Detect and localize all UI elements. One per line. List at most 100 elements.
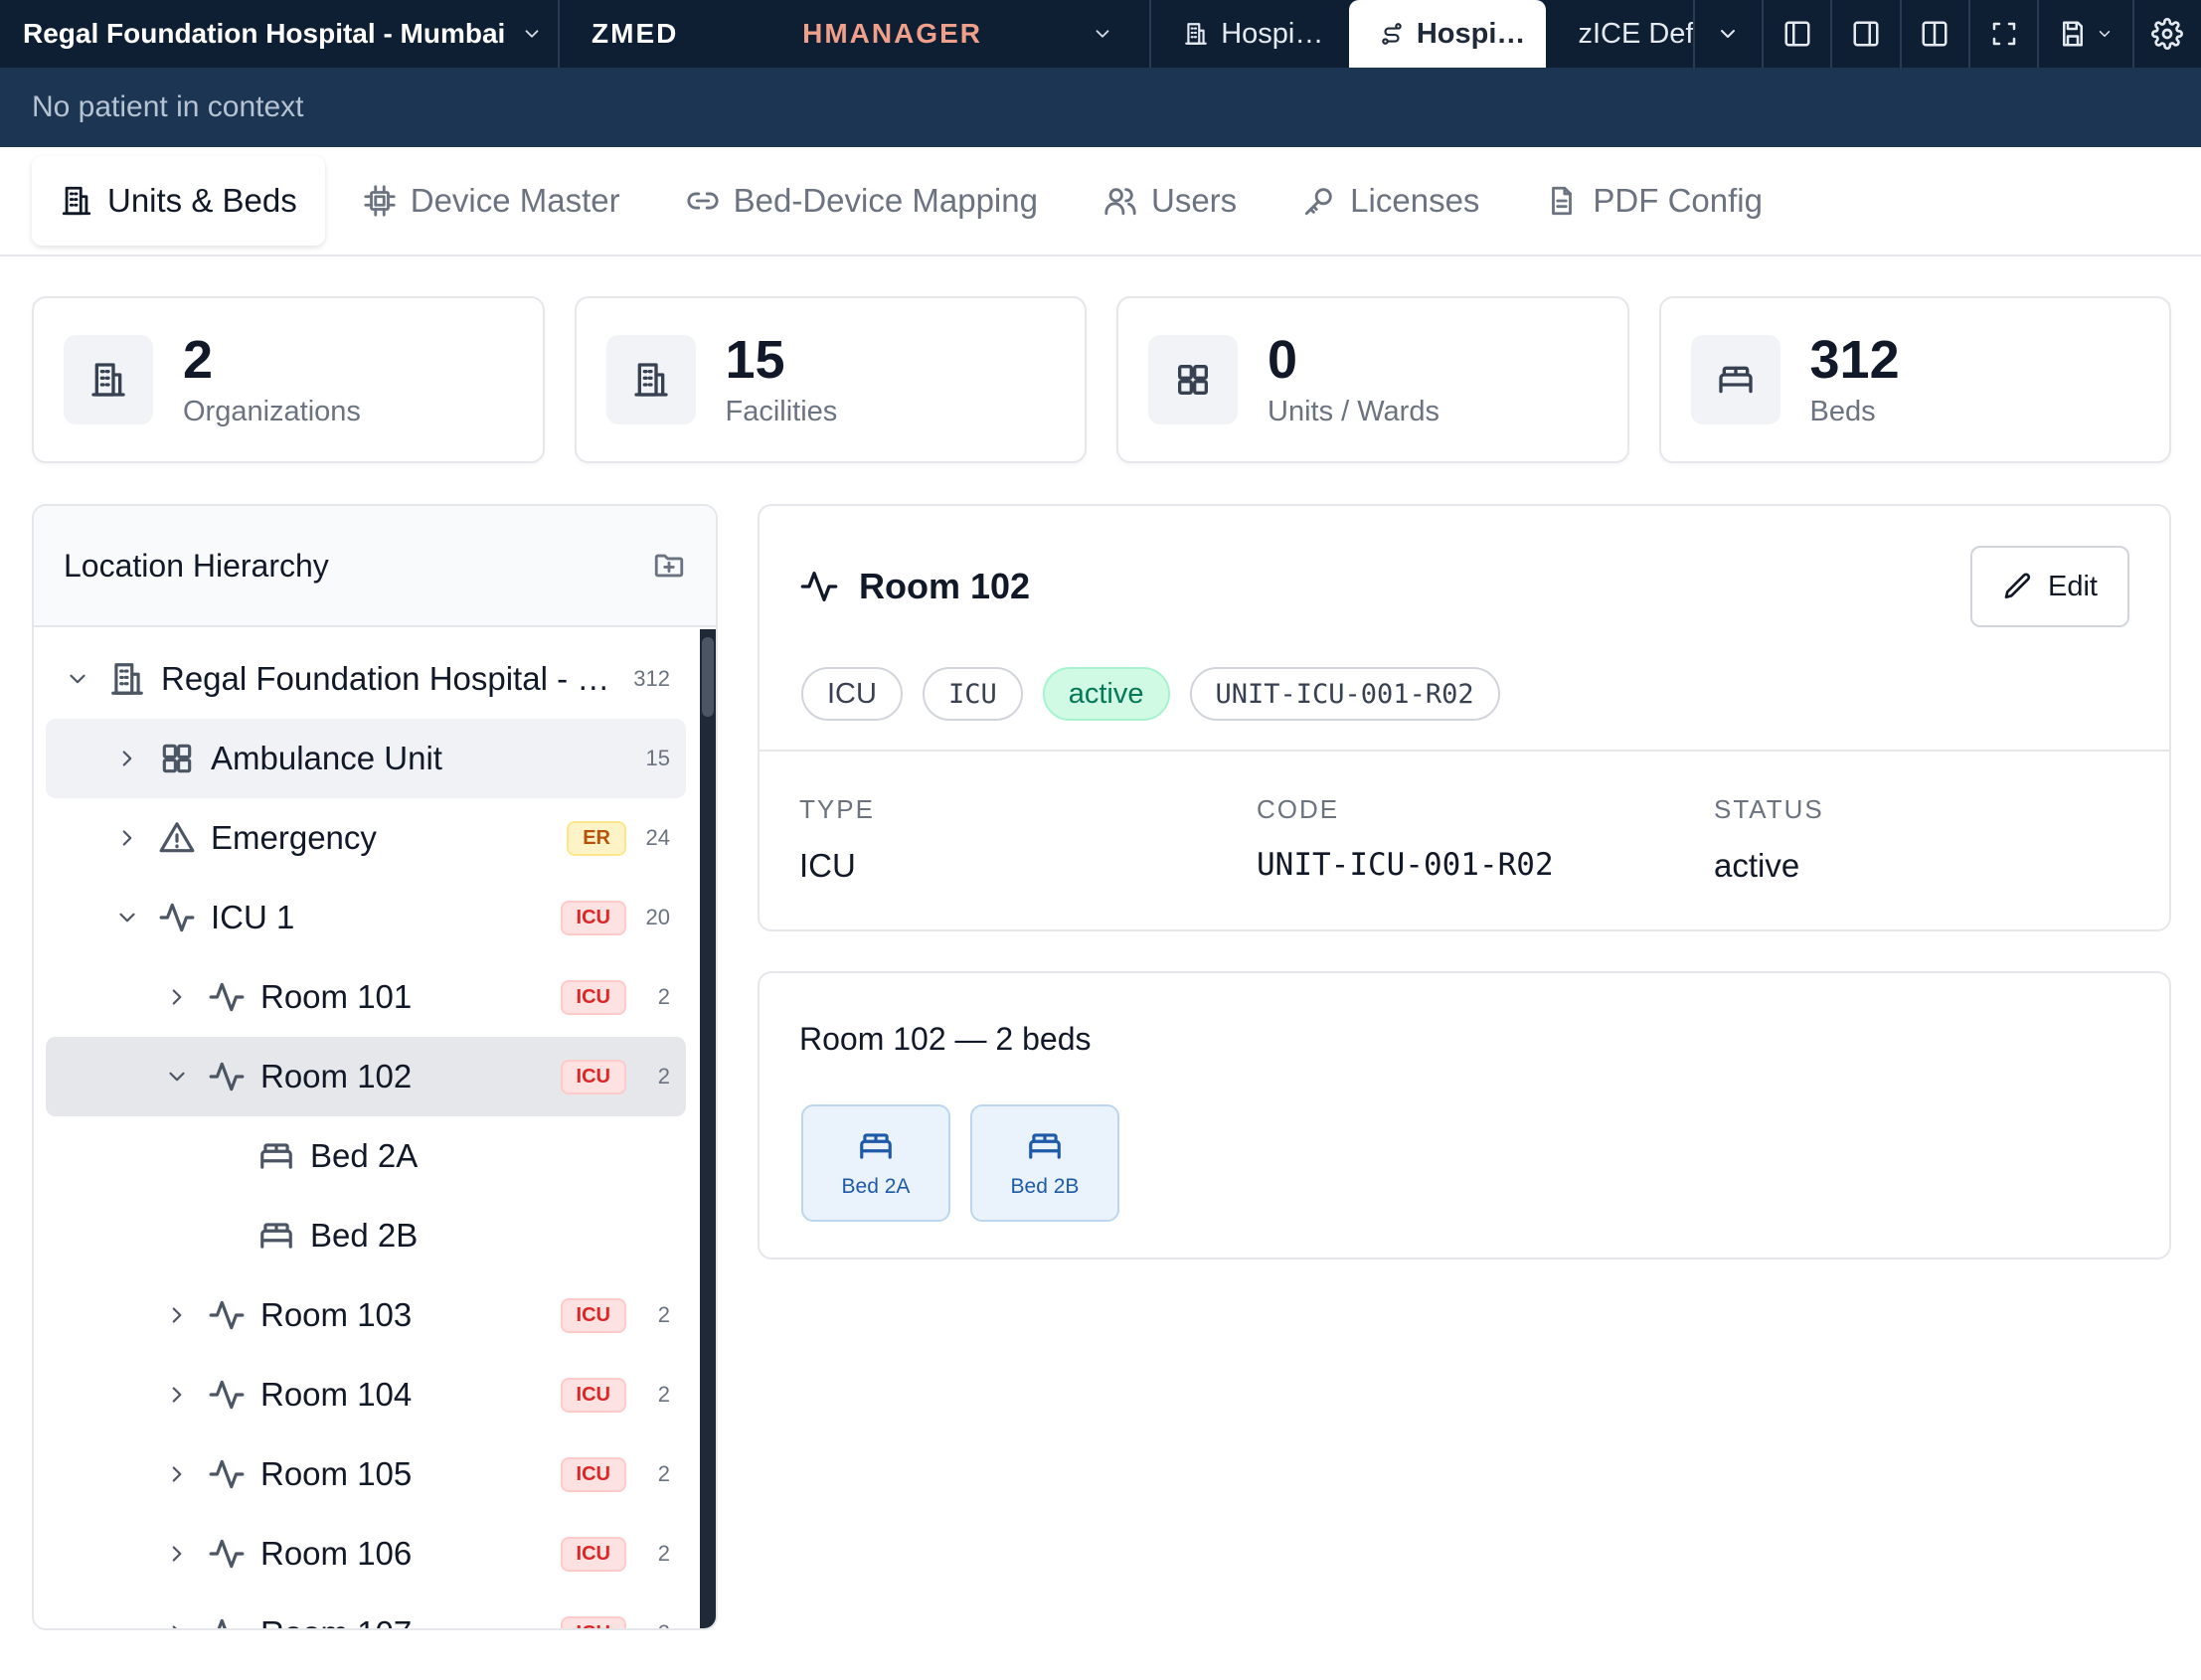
chevron-right-icon[interactable] [159,1541,195,1567]
building-icon [605,335,696,424]
tab-device-master[interactable]: Device Master [335,156,648,246]
chevron-right-icon[interactable] [159,1461,195,1487]
activity-icon [155,899,199,936]
bed-tile-2b[interactable]: Bed 2B [970,1104,1119,1222]
chevron-down-icon[interactable] [109,905,145,930]
fullscreen-button[interactable] [1968,0,2037,68]
room-tags: ICU ICU active UNIT-ICU-001-R02 [801,667,1500,721]
tree-node-icu-1[interactable]: ICU 1 ICU 20 [46,878,686,957]
columns-icon [1920,19,1949,49]
tabs-overflow-button[interactable] [1692,0,1762,68]
tab-label: Licenses [1350,182,1480,219]
stat-value: 312 [1809,329,1900,390]
tree-node-room-103[interactable]: Room 103 ICU 2 [46,1275,686,1355]
chevron-down-icon[interactable] [159,1064,195,1090]
bed-icon [254,1137,298,1175]
tree-scrollbar[interactable] [700,629,716,1628]
tree-node-room-102[interactable]: Room 102 ICU 2 [46,1037,686,1116]
window-tab-label: Hospi… [1221,17,1324,50]
left-panel-toggle[interactable] [1761,0,1830,68]
unit-type-badge: ICU [560,1536,626,1572]
users-icon [1103,184,1137,218]
tree-node-label: Room 101 [260,978,413,1015]
fullscreen-icon [1989,19,2019,49]
tree-node-ambulance-unit[interactable]: Ambulance Unit 15 [46,719,686,798]
tree-node-label: Room 103 [260,1296,413,1333]
tree-node-room-105[interactable]: Room 105 ICU 2 [46,1434,686,1514]
location-tree: Regal Foundation Hospital - Mumbai 312 A… [34,629,698,1628]
tree-node-label: Room 107 [260,1614,561,1628]
activity-icon [205,978,249,1016]
building-icon [64,335,153,424]
edit-label: Edit [2048,570,2098,602]
gear-icon [2151,18,2184,50]
summary-stats: 2 Organizations 15 Facilities 0 Units / … [32,296,2171,463]
window-tab-2[interactable]: Hospi… [1348,0,1547,68]
stat-value: 15 [725,329,785,390]
room-beds-card: Room 102 — 2 beds Bed 2A Bed 2B [758,971,2171,1260]
chevron-right-icon[interactable] [109,746,145,771]
route-icon [1379,21,1405,47]
save-icon [2058,19,2088,49]
activity-icon [205,1058,249,1095]
organization-name: Regal Foundation Hospital - Mumbai [23,18,506,49]
tree-node-room-101[interactable]: Room 101 ICU 2 [46,957,686,1037]
bed-icon [857,1127,895,1165]
field-code: CODE UNIT-ICU-001-R02 [1257,794,1554,883]
tree-node-label: Room 106 [260,1535,413,1572]
field-code-label: CODE [1257,794,1340,824]
chevron-right-icon[interactable] [159,984,195,1010]
stat-label: Units / Wards [1268,396,1439,428]
field-code-value: UNIT-ICU-001-R02 [1257,847,1554,883]
hierarchy-header: Location Hierarchy [34,506,716,627]
link-icon [686,184,720,218]
tab-users[interactable]: Users [1076,156,1265,246]
tab-pdf-config[interactable]: PDF Config [1517,156,1790,246]
split-view-toggle[interactable] [1899,0,1968,68]
unit-type-badge: ICU [560,979,626,1015]
status-chip: active [1042,667,1170,721]
tree-node-emergency[interactable]: Emergency ER 24 [46,798,686,878]
bed-tile-2a[interactable]: Bed 2A [801,1104,950,1222]
unit-type-badge: ICU [560,900,626,935]
scrollbar-thumb[interactable] [702,637,714,717]
activity-icon [205,1296,249,1334]
chevron-down-icon[interactable] [60,666,95,692]
edit-button[interactable]: Edit [1970,546,2129,627]
tree-node-bed-2a[interactable]: Bed 2A [46,1116,686,1196]
tab-bed-device-mapping[interactable]: Bed-Device Mapping [658,156,1066,246]
organization-selector[interactable]: Regal Foundation Hospital - Mumbai [0,0,561,68]
tree-node-bed-2b[interactable]: Bed 2B [46,1196,686,1275]
chevron-right-icon[interactable] [109,825,145,851]
window-tab-1[interactable]: Hospi… [1151,0,1349,68]
tab-licenses[interactable]: Licenses [1274,156,1507,246]
tab-units-beds[interactable]: Units & Beds [32,156,325,246]
tree-node-count: 2 [657,1302,670,1327]
chevron-right-icon[interactable] [159,1620,195,1628]
unit-type-badge: ICU [560,1059,626,1094]
tree-node-hospital[interactable]: Regal Foundation Hospital - Mumbai 312 [46,639,686,719]
tree-node-count: 312 [633,666,670,691]
bed-icon [1026,1127,1064,1165]
add-folder-icon[interactable] [652,549,686,583]
unit-type-badge: ICU [560,1615,626,1628]
tree-node-count: 2 [657,984,670,1009]
field-type-value: ICU [799,847,856,884]
save-menu-button[interactable] [2037,0,2131,68]
chevron-down-icon [1092,23,1113,45]
chevron-right-icon[interactable] [159,1302,195,1328]
tab-label: Units & Beds [107,182,297,219]
tree-node-count: 20 [645,905,670,929]
tree-node-room-104[interactable]: Room 104 ICU 2 [46,1355,686,1434]
product-hmanager-selector[interactable]: HMANAGER [802,0,1152,68]
tree-node-label: ICU 1 [211,899,295,935]
product-zmed[interactable]: ZMED [592,18,679,49]
window-tab-3[interactable]: zICE Defi… [1546,0,1692,68]
stat-card-organizations: 2 Organizations [32,296,545,463]
tree-node-room-106[interactable]: Room 106 ICU 2 [46,1514,686,1594]
tree-node-room-107[interactable]: Room 107 ICU 2 [46,1594,686,1628]
right-panel-toggle[interactable] [1830,0,1899,68]
activity-icon [205,1455,249,1493]
chevron-right-icon[interactable] [159,1382,195,1408]
settings-button[interactable] [2131,0,2201,68]
